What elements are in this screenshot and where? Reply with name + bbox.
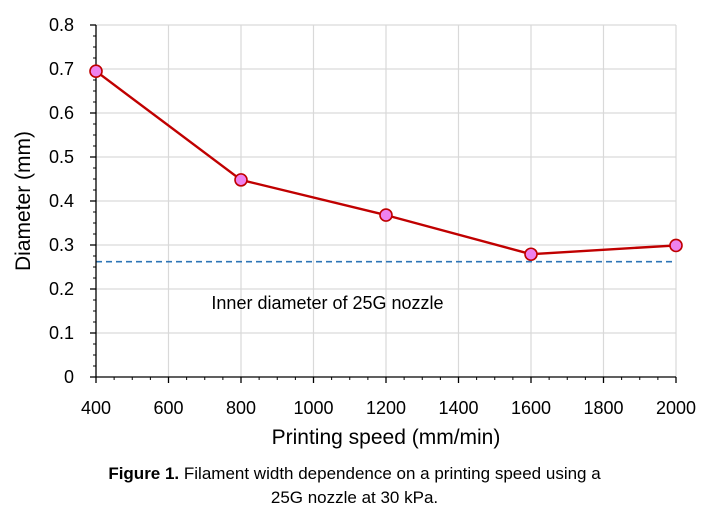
- y-tick-label: 0: [64, 367, 74, 387]
- y-axis-title: Diameter (mm): [12, 131, 35, 271]
- x-tick-label: 1600: [511, 398, 551, 418]
- y-tick-label: 0.1: [49, 323, 74, 343]
- y-tick-label: 0.6: [49, 103, 74, 123]
- caption-line-2: 25G nozzle at 30 kPa.: [270, 488, 439, 507]
- y-tick-label: 0.7: [49, 59, 74, 79]
- caption-line-1: Figure 1. Filament width dependence on a…: [0, 462, 709, 486]
- figure-caption: Figure 1. Filament width dependence on a…: [0, 462, 709, 510]
- x-tick-label: 2000: [656, 398, 696, 418]
- y-tick-label: 0.8: [49, 15, 74, 35]
- y-tick-label: 0.3: [49, 235, 74, 255]
- data-point: [524, 247, 538, 262]
- series-group: [89, 64, 683, 262]
- x-tick-label: 800: [226, 398, 256, 418]
- axes: [90, 24, 677, 383]
- x-tick-label: 400: [81, 398, 111, 418]
- y-tick-label: 0.5: [49, 147, 74, 167]
- data-point: [669, 238, 683, 253]
- data-point: [89, 64, 103, 78]
- x-tick-label: 1800: [583, 398, 623, 418]
- y-tick-label: 0.2: [49, 279, 74, 299]
- x-tick-label: 600: [153, 398, 183, 418]
- reference-line-label: Inner diameter of 25G nozzle: [211, 293, 443, 313]
- caption-text-1: Filament width dependence on a printing …: [179, 464, 601, 483]
- x-tick-label: 1400: [438, 398, 478, 418]
- x-axis-title: Printing speed (mm/min): [272, 426, 501, 449]
- data-point: [379, 208, 393, 222]
- x-tick-label: 1200: [366, 398, 406, 418]
- grid-lines: [96, 24, 677, 377]
- chart: 0 0.1 0.2 0.3 0.4 0.5 0.6 0.7 0.8 400 600 800 1000 12…: [12, 15, 696, 449]
- caption-label: Figure 1.: [108, 464, 180, 483]
- tick-labels: 0 0.1 0.2 0.3 0.4 0.5 0.6 0.7 0.8 400 600 800 1000 12…: [49, 15, 696, 418]
- data-point: [234, 173, 248, 187]
- x-tick-label: 1000: [293, 398, 333, 418]
- y-tick-label: 0.4: [49, 191, 74, 211]
